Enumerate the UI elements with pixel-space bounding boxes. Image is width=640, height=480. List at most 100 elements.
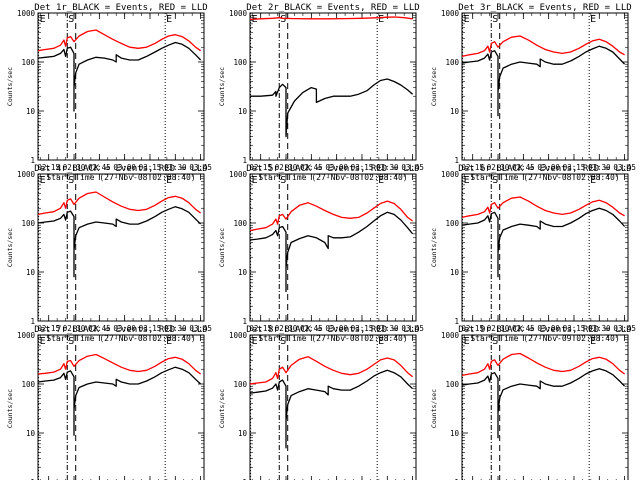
y-tick-label: 10 bbox=[450, 429, 460, 438]
x-tick-label: 03:00 bbox=[113, 324, 136, 333]
detector-panel-1: Det 1r_BLACK = Events, RED = LLD 1 10 100 10… bbox=[6, 3, 212, 182]
y-tick-label: 100 bbox=[21, 219, 35, 228]
y-tick-label: 10 bbox=[26, 268, 36, 277]
event-marker-label: E bbox=[166, 336, 172, 347]
series-line-red bbox=[37, 353, 201, 375]
x-axis-label: Start Time (27-Nov-09 02:08:40) bbox=[470, 334, 619, 343]
event-marker-label: E bbox=[590, 14, 596, 25]
event-marker-label: E bbox=[252, 336, 258, 347]
x-tick-label: 03:15 bbox=[139, 163, 162, 172]
series-line-black bbox=[37, 41, 202, 112]
x-tick-label: 02:15 bbox=[249, 163, 272, 172]
x-tick-label: 03:30 bbox=[376, 163, 399, 172]
event-marker-label: S bbox=[280, 14, 286, 25]
x-tick-label: 03:00 bbox=[537, 163, 560, 172]
y-tick-label: 100 bbox=[233, 380, 247, 389]
series-line-red bbox=[461, 352, 625, 377]
y-tick-label: 1 bbox=[454, 156, 459, 165]
event-marker-label: E bbox=[464, 336, 470, 347]
x-tick-label: 03:15 bbox=[139, 324, 162, 333]
series-line-black bbox=[461, 368, 626, 439]
plot-frame bbox=[461, 334, 629, 480]
y-tick-label: 1 bbox=[30, 317, 35, 326]
x-tick-label: 02:15 bbox=[37, 163, 60, 172]
y-tick-label: 1000 bbox=[229, 170, 248, 179]
event-marker-label: S bbox=[68, 336, 74, 347]
y-tick-label: 1 bbox=[242, 317, 247, 326]
y-tick-label: 100 bbox=[233, 219, 247, 228]
x-tick-label: 02:15 bbox=[461, 163, 484, 172]
panel-title: Det 7r_BLACK = Events, RED = LLD bbox=[34, 325, 207, 335]
x-tick-label: 03:30 bbox=[164, 324, 187, 333]
event-marker-label: E bbox=[590, 175, 596, 186]
x-tick-label: 03:45 bbox=[613, 163, 636, 172]
event-marker-label: E bbox=[40, 14, 46, 25]
detector-panel-5: Det 5r_BLACK = Events, RED = LLD 1 10 100 10… bbox=[218, 164, 424, 343]
y-tick-label: 1 bbox=[30, 478, 35, 480]
x-axis-label: Start Time (27-Nov-08 02:08:40) bbox=[46, 173, 195, 182]
x-tick-label: 02:15 bbox=[461, 324, 484, 333]
x-tick-label: 03:45 bbox=[189, 163, 212, 172]
event-marker-label: S bbox=[68, 175, 74, 186]
y-tick-label: 100 bbox=[445, 380, 459, 389]
plot-frame bbox=[249, 173, 417, 322]
plot-frame bbox=[461, 12, 629, 161]
x-tick-label: 02:30 bbox=[275, 324, 298, 333]
event-marker-label: S bbox=[492, 175, 498, 186]
x-tick-label: 02:30 bbox=[487, 324, 510, 333]
event-marker-label: E bbox=[378, 336, 384, 347]
event-marker-label: E bbox=[464, 175, 470, 186]
panel-title: Det 9r_BLACK = Events, RED = LLD bbox=[458, 325, 631, 335]
y-tick-label: 1000 bbox=[229, 9, 248, 18]
x-tick-label: 03:30 bbox=[588, 324, 611, 333]
x-tick-label: 02:45 bbox=[88, 324, 111, 333]
x-tick-label: 03:15 bbox=[351, 163, 374, 172]
y-axis-label: Counts/sec bbox=[430, 67, 438, 106]
y-tick-label: 1 bbox=[242, 156, 247, 165]
event-marker-label: S bbox=[280, 175, 286, 186]
x-axis-label: Start Time (27-Nov-08 02:08:40) bbox=[258, 334, 407, 343]
x-tick-label: 03:45 bbox=[401, 163, 424, 172]
y-axis-label: Counts/sec bbox=[430, 389, 438, 428]
x-tick-label: 03:15 bbox=[351, 324, 374, 333]
x-tick-label: 03:45 bbox=[189, 324, 212, 333]
x-tick-label: 03:30 bbox=[588, 163, 611, 172]
y-tick-label: 1000 bbox=[441, 170, 460, 179]
detector-panel-2: Det 2r_BLACK = Events, RED = LLD 1 10 100 10… bbox=[218, 3, 424, 182]
x-tick-label: 02:15 bbox=[37, 324, 60, 333]
y-tick-label: 10 bbox=[238, 268, 248, 277]
x-tick-label: 02:30 bbox=[63, 324, 86, 333]
series-line-black bbox=[461, 45, 626, 117]
x-axis-label: Start Time (27-Nov-08 02:08:40) bbox=[470, 173, 619, 182]
x-tick-label: 03:15 bbox=[563, 324, 586, 333]
event-marker-label: S bbox=[68, 14, 74, 25]
event-marker-label: E bbox=[378, 14, 384, 25]
event-marker-label: S bbox=[280, 336, 286, 347]
panel-title: Det 8r_BLACK = Events, RED = LLD bbox=[246, 325, 419, 335]
y-tick-label: 1000 bbox=[229, 331, 248, 340]
panel-title: Det 1r_BLACK = Events, RED = LLD bbox=[34, 3, 207, 13]
y-tick-label: 1000 bbox=[17, 9, 36, 18]
x-tick-label: 03:00 bbox=[537, 324, 560, 333]
event-marker-label: E bbox=[378, 175, 384, 186]
x-tick-label: 02:15 bbox=[249, 324, 272, 333]
y-tick-label: 10 bbox=[238, 107, 248, 116]
x-tick-label: 03:00 bbox=[113, 163, 136, 172]
y-tick-label: 100 bbox=[21, 380, 35, 389]
series-line-red bbox=[249, 200, 413, 232]
event-marker-label: S bbox=[492, 14, 498, 25]
detector-panel-7: Det 7r_BLACK = Events, RED = LLD 1 10 100 10… bbox=[6, 325, 208, 480]
panel-title: Det 3r_BLACK = Events, RED = LLD bbox=[458, 3, 631, 13]
plot-frame bbox=[249, 334, 417, 480]
event-marker-label: E bbox=[464, 14, 470, 25]
y-axis-label: Counts/sec bbox=[218, 389, 226, 428]
series-line-black bbox=[37, 206, 202, 278]
series-line-red bbox=[461, 35, 625, 58]
event-marker-label: E bbox=[166, 14, 172, 25]
x-axis-label: Start Time (27-Nov-08 02:08:40) bbox=[258, 173, 407, 182]
series-line-black bbox=[249, 211, 414, 293]
y-tick-label: 1 bbox=[30, 156, 35, 165]
x-tick-label: 02:45 bbox=[88, 163, 111, 172]
y-axis-label: Counts/sec bbox=[218, 228, 226, 267]
